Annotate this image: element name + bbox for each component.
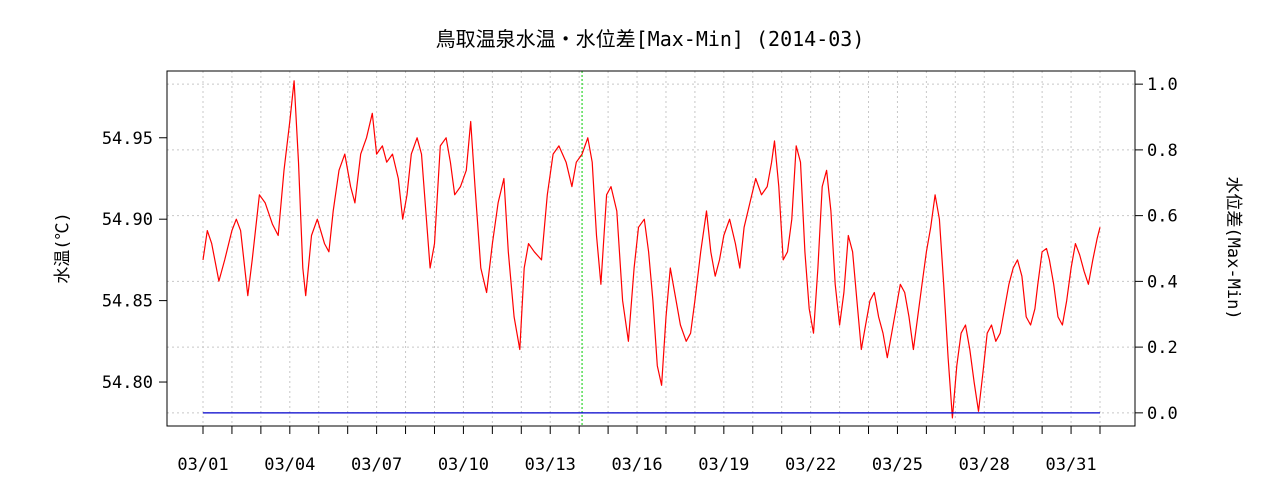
series-layer — [202, 71, 1101, 426]
x-tick-label: 03/13 — [525, 455, 576, 475]
grid-layer — [167, 71, 1135, 426]
y-right-tick-label: 0.0 — [1147, 404, 1178, 424]
water-temperature-line — [202, 80, 1101, 419]
x-tick-label: 03/31 — [1045, 455, 1096, 475]
y-right-tick-label: 0.6 — [1147, 207, 1178, 227]
x-tick-label: 03/16 — [611, 455, 662, 475]
x-tick-label: 03/25 — [872, 455, 923, 475]
y-left-tick-label: 54.85 — [102, 292, 153, 312]
y-right-tick-label: 1.0 — [1147, 75, 1178, 95]
plot-frame — [166, 70, 1136, 427]
y-left-tick-label: 54.80 — [102, 373, 153, 393]
axes-layer: 03/01 03/04 03/07 03/10 03/13 03/16 03/19 03/22… — [102, 75, 1178, 475]
y-axis-left-title: 水温(℃) — [53, 212, 73, 283]
y-right-tick-label: 0.2 — [1147, 338, 1178, 358]
x-tick-label: 03/10 — [438, 455, 489, 475]
x-tick-label: 03/19 — [698, 455, 749, 475]
y-right-tick-label: 0.8 — [1147, 141, 1178, 161]
y-left-tick-label: 54.95 — [102, 129, 153, 149]
chart-title: 鳥取温泉水温・水位差[Max-Min] (2014-03) — [436, 27, 865, 51]
x-tick-label: 03/04 — [264, 455, 315, 475]
y-right-tick-label: 0.4 — [1147, 272, 1178, 292]
y-left-tick-label: 54.90 — [102, 210, 153, 230]
x-tick-label: 03/01 — [177, 455, 228, 475]
y-axis-right-title: 水位差(Max-Min) — [1223, 176, 1243, 319]
x-tick-label: 03/07 — [351, 455, 402, 475]
x-tick-label: 03/22 — [785, 455, 836, 475]
x-tick-label: 03/28 — [959, 455, 1010, 475]
